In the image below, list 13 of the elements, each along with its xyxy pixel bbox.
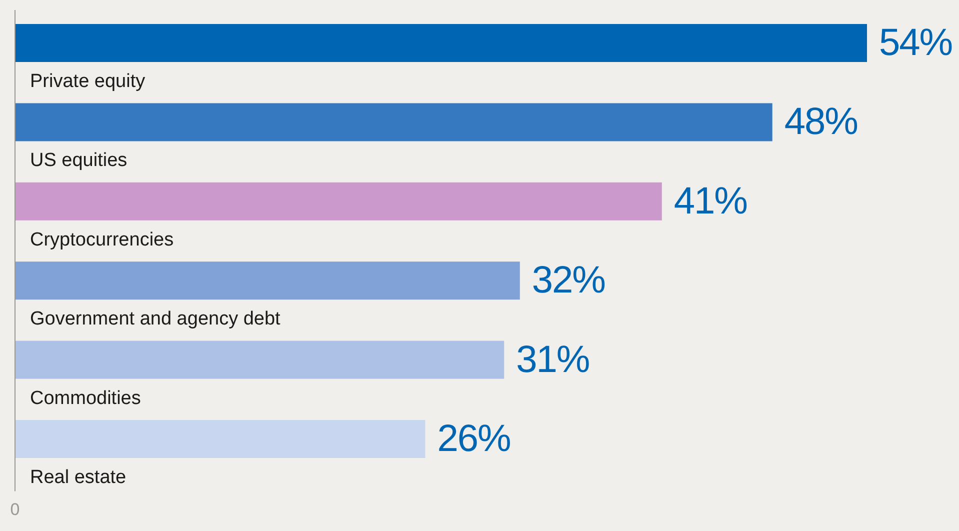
y-tick-label: Cryptocurrencies [30,229,174,250]
data-label: 48% [784,101,858,144]
text: 0 [10,500,20,520]
y-tick-label: Private equity [30,71,146,92]
data-label: 32% [532,260,606,302]
y-tick-label: US equities [30,150,128,172]
y-tick-label: Real estate [30,467,126,488]
data-label: 31% [516,338,590,381]
y-tick-label: Commodities [30,388,141,409]
data-label: 54% [879,22,952,64]
data-label: 41% [674,180,748,222]
data-label: 26% [437,418,510,460]
y-tick-label: Government and agency debt [30,308,282,330]
